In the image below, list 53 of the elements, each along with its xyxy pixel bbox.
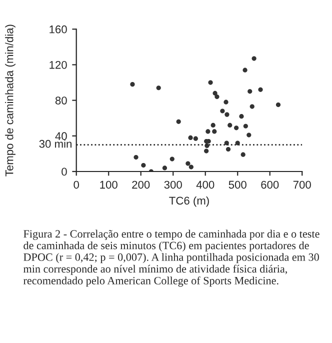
point — [188, 164, 194, 170]
x-tick-label: 200 — [132, 180, 150, 189]
x-tick-label: 600 — [261, 180, 279, 189]
point — [156, 86, 161, 90]
point — [235, 140, 240, 146]
point — [220, 108, 225, 114]
x-tick-label: 300 — [164, 180, 182, 189]
point — [193, 136, 198, 141]
point — [170, 156, 174, 162]
point — [240, 152, 246, 157]
point — [206, 129, 210, 134]
point — [130, 82, 135, 87]
point — [250, 104, 254, 109]
point — [224, 100, 228, 104]
y-tick-label: 0 — [62, 168, 67, 176]
point — [246, 132, 252, 138]
point — [212, 129, 217, 134]
point — [228, 122, 232, 128]
point — [258, 87, 263, 92]
point — [252, 56, 256, 61]
point — [186, 161, 190, 166]
x-axis-title: TC6 (m) — [169, 196, 209, 207]
point — [226, 146, 231, 152]
point — [210, 122, 216, 128]
y-axis-title: Tempo de caminhada (min/dia) — [5, 24, 16, 176]
point — [141, 162, 146, 168]
point — [134, 154, 138, 160]
text: Figura 2 - Correlação entre o tempo de caminhada por dia e o teste de caminhada de seis minutos (TC6) em pacientes portadores de DPOC (r = 0,42; p = 0,007). A linha pontilhada posicionada em 30 min corresponde ao nível mínimo de atividade física diária, recomendado pelo American College of Sports Medicine. — [23, 230, 320, 287]
point — [239, 114, 244, 119]
point — [214, 94, 220, 100]
point — [234, 126, 239, 130]
point — [242, 68, 248, 72]
x-tick-label: 700 — [293, 180, 311, 189]
x-tick-label: 400 — [196, 180, 214, 189]
point — [176, 119, 181, 124]
point — [204, 148, 209, 154]
x-tick-label: 100 — [100, 180, 118, 189]
x-tick-label: 0 — [74, 180, 80, 189]
point — [212, 90, 218, 96]
ref-line-label: 30 min — [39, 140, 72, 148]
point — [243, 124, 248, 128]
point — [224, 140, 229, 146]
point — [276, 102, 281, 108]
point — [208, 80, 213, 85]
y-tick-label: 80 — [55, 96, 67, 104]
y-tick-label: 160 — [50, 25, 67, 34]
y-tick-label: 120 — [50, 61, 67, 69]
point — [188, 135, 193, 140]
point — [248, 89, 252, 94]
point — [162, 166, 168, 170]
point — [224, 112, 230, 117]
x-tick-label: 500 — [228, 180, 246, 189]
y-tick-label: 40 — [55, 132, 67, 140]
